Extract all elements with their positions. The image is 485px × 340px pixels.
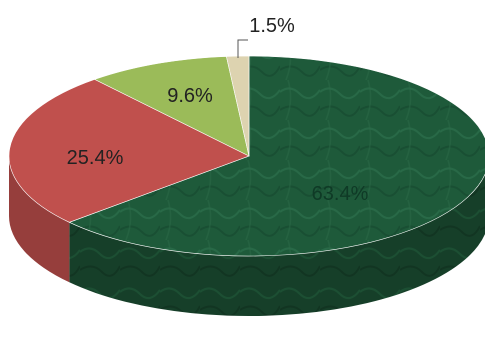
- data-label-1: 25.4%: [67, 147, 124, 169]
- data-label-3: 1.5%: [249, 15, 295, 37]
- pie-slice-1: [8, 79, 250, 223]
- pie-slice-0: [68, 55, 485, 257]
- leader-line: [237, 39, 248, 58]
- pie-side-1: [9, 156, 70, 283]
- pie-slice-2: [93, 56, 250, 157]
- data-label-0: 63.4%: [312, 183, 369, 205]
- data-label-2: 9.6%: [167, 85, 213, 107]
- pie-side-0: [69, 173, 485, 316]
